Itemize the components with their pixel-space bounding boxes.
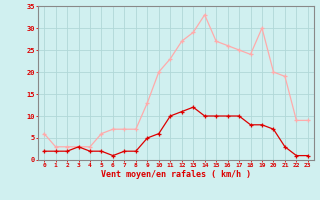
X-axis label: Vent moyen/en rafales ( km/h ): Vent moyen/en rafales ( km/h ) xyxy=(101,170,251,179)
